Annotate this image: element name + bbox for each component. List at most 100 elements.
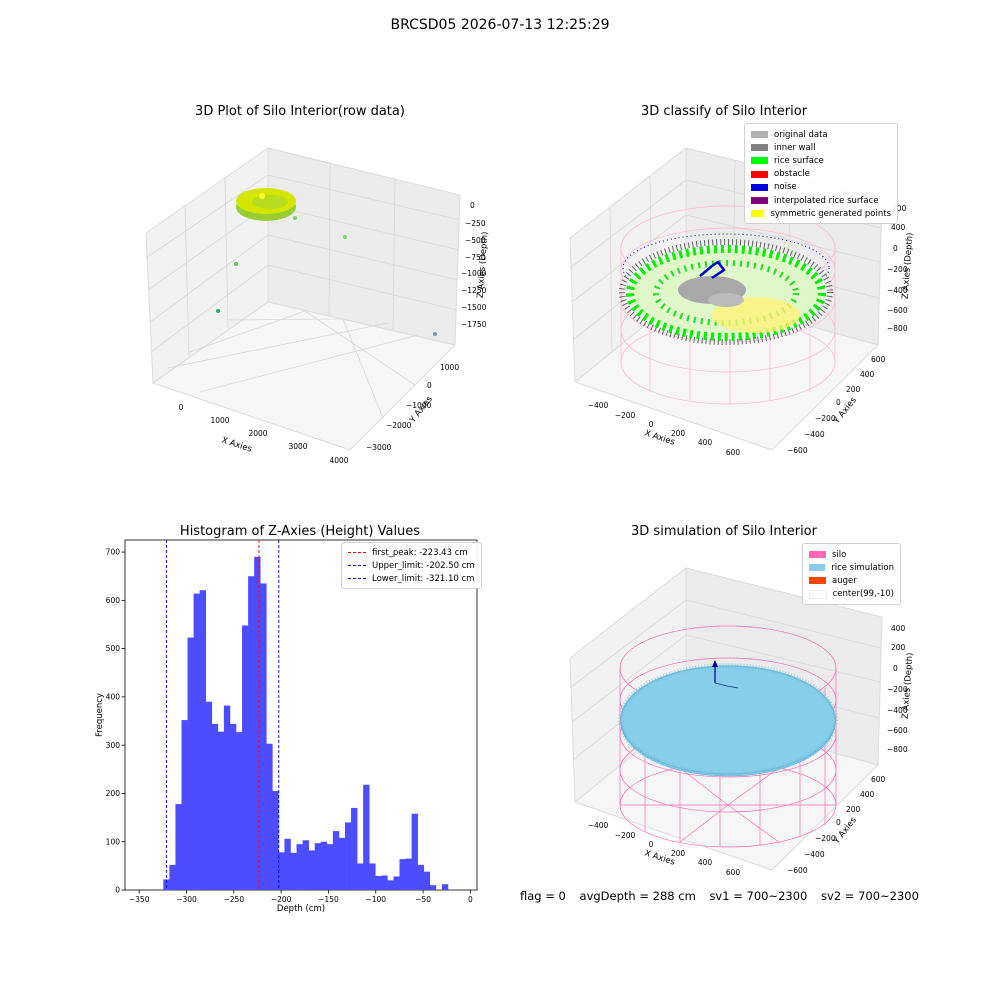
legend-swatch xyxy=(751,170,768,178)
histogram-bar xyxy=(308,850,316,890)
plot1-outlier xyxy=(234,262,238,266)
plot2-ztick: −600 xyxy=(887,306,908,315)
plot4-xtick: −200 xyxy=(615,831,636,840)
legend-label: original data xyxy=(774,129,828,140)
plot2-xtick: 0 xyxy=(649,420,654,429)
plot2-ztick: −400 xyxy=(887,286,908,295)
legend-swatch xyxy=(809,577,826,585)
legend-entry: Upper_limit: -202.50 cm xyxy=(348,559,475,572)
histogram-bar xyxy=(296,844,303,890)
legend-swatch xyxy=(751,144,768,152)
plot2-tick-labels: −400 −200 0 200 400 600 600 400 200 0 −2… xyxy=(588,204,908,457)
plot1-xtick: 4000 xyxy=(329,456,348,465)
legend-label: silo xyxy=(832,549,847,560)
plot4-ztick: −400 xyxy=(887,706,908,715)
legend-swatch xyxy=(751,210,765,218)
legend-entry: obstacle xyxy=(751,168,891,181)
plot1-pane-floor xyxy=(151,301,456,451)
histogram-bar xyxy=(369,863,376,890)
plot2-xtick: 600 xyxy=(726,448,741,457)
plot2-ztick: 400 xyxy=(891,223,906,232)
legend-entry: silo xyxy=(809,548,894,561)
plot2-ztick: −800 xyxy=(887,324,908,333)
plot2-zlabel: Z Axies (Depth) xyxy=(901,232,916,299)
legend-entry: interpolated rice surface xyxy=(751,194,891,207)
histogram-ytick-label: 0 xyxy=(115,886,120,895)
plot1-ytick: −3000 xyxy=(366,443,392,452)
plot4-ztick: 200 xyxy=(891,643,906,652)
histogram-bar xyxy=(423,871,431,890)
histogram-bar xyxy=(399,859,406,890)
plot1-ytick: −1000 xyxy=(406,401,432,410)
plot1-ztick: 0 xyxy=(470,201,475,210)
plot1-title: 3D Plot of Silo Interior(row data) xyxy=(195,104,405,119)
histogram-bar xyxy=(187,637,194,890)
legend-label: Lower_limit: -321.10 cm xyxy=(372,573,475,584)
plot2-noise xyxy=(699,260,726,280)
plot4-xtick: 600 xyxy=(726,868,741,877)
status-line: flag = 0 avgDepth = 288 cm sv1 = 700~230… xyxy=(520,889,929,903)
legend-entry: Lower_limit: -321.10 cm xyxy=(348,572,475,585)
plot1-xtick: 2000 xyxy=(248,429,267,438)
histogram-bar xyxy=(235,732,243,890)
legend-entry: symmetric generated points xyxy=(751,207,891,220)
histogram-bar xyxy=(381,875,388,890)
histogram-bars xyxy=(163,556,449,890)
plot1-grid xyxy=(145,162,461,419)
legend-label: obstacle xyxy=(774,169,810,180)
legend-label: first_peak: -223.43 cm xyxy=(372,547,468,558)
plot4-ztick: −600 xyxy=(887,726,908,735)
plot2-xtick: −400 xyxy=(588,401,609,410)
histogram-bar xyxy=(278,852,285,890)
plot2-ztick: 200 xyxy=(892,204,907,213)
legend-label: symmetric generated points xyxy=(770,208,891,219)
histogram-xtick-label: −350 xyxy=(129,895,150,904)
plot4-ytick: 0 xyxy=(836,818,841,827)
legend-swatch xyxy=(809,551,826,559)
legend-entry: center(99,-10) xyxy=(809,588,894,601)
histogram-bar xyxy=(290,852,297,890)
histogram-bar xyxy=(193,593,200,890)
histogram-bar xyxy=(393,876,400,890)
histogram-bar xyxy=(351,807,358,890)
histogram-bar xyxy=(332,831,340,890)
histogram-xtick-label: −300 xyxy=(176,895,197,904)
legend-entry: noise xyxy=(751,181,891,194)
histogram-bar xyxy=(320,841,328,890)
histogram-ytick-label: 300 xyxy=(106,741,121,750)
histogram-xtick-label: −100 xyxy=(365,895,386,904)
plot4-ytick: −400 xyxy=(804,850,825,859)
legend-label: center(99,-10) xyxy=(832,589,894,600)
histogram-bar xyxy=(429,885,437,890)
histogram-bar xyxy=(163,879,170,890)
plot2-ytick: 0 xyxy=(836,398,841,407)
histogram-bar xyxy=(284,838,291,890)
plot1-outlier xyxy=(216,309,220,313)
legend-entry: inner wall xyxy=(751,141,891,154)
plot1-ztick: −1750 xyxy=(461,320,487,329)
plot4-ztick: −200 xyxy=(887,685,908,694)
legend-label: rice simulation xyxy=(831,562,894,573)
plot4-xtick: 0 xyxy=(649,840,654,849)
plot1-xtick: 0 xyxy=(179,403,184,412)
legend-entry: first_peak: -223.43 cm xyxy=(348,546,475,559)
plot4-rice-simulation xyxy=(618,663,838,777)
histogram-bar xyxy=(217,731,225,890)
histogram-bar xyxy=(345,822,352,890)
histogram-bar xyxy=(363,784,370,890)
plot1-points xyxy=(216,188,437,336)
histogram-bar xyxy=(314,843,322,890)
histogram-bar xyxy=(266,743,273,890)
plot2-ytick: 400 xyxy=(860,370,875,379)
plot4-zlabel: Z Axies (Depth) xyxy=(901,652,916,719)
plot4-ytick: 400 xyxy=(860,790,875,799)
plot2-ytick: −600 xyxy=(787,446,808,455)
plot4-ztick: −800 xyxy=(887,745,908,754)
plot4-ytick: 200 xyxy=(846,805,861,814)
histogram-xtick-label: −50 xyxy=(415,895,431,904)
legend-swatch xyxy=(751,197,768,205)
histogram-xlabel: Depth (cm) xyxy=(277,904,325,914)
legend-entry: rice simulation xyxy=(809,561,894,574)
